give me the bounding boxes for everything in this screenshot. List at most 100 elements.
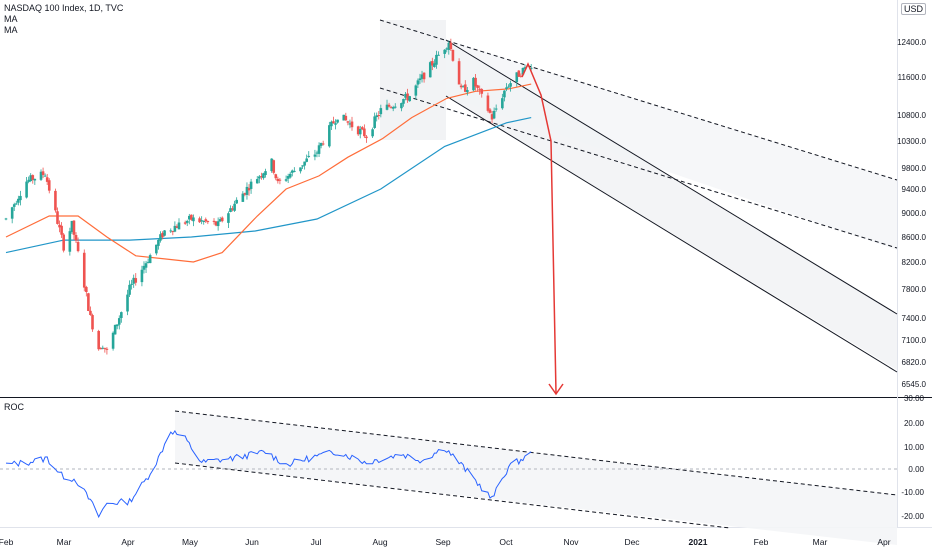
candle-body xyxy=(235,199,238,204)
main-legend: NASDAQ 100 Index, 1D, TVC MA MA xyxy=(4,3,123,36)
candle-body xyxy=(414,85,418,96)
roc-upper-dashed-line xyxy=(174,410,898,496)
candle-body xyxy=(157,239,160,246)
ma-fast-line xyxy=(5,83,532,263)
candle-body xyxy=(169,230,173,232)
candle-body xyxy=(490,114,494,120)
candle-body xyxy=(43,175,47,177)
candle-body xyxy=(472,77,475,91)
candle-body xyxy=(85,286,88,292)
candle-body xyxy=(10,207,14,219)
candle-body xyxy=(19,195,22,201)
candle-body xyxy=(220,217,224,222)
candle-body xyxy=(334,123,337,125)
candle-body xyxy=(82,252,86,288)
candle-body xyxy=(190,214,193,220)
candle-body xyxy=(206,221,210,223)
candle-body xyxy=(278,179,282,181)
candle-body xyxy=(14,203,18,205)
candle-body xyxy=(501,98,504,109)
candle-body xyxy=(99,348,103,350)
candle-body xyxy=(115,324,119,327)
candle-body xyxy=(313,154,317,157)
channel-fill-region xyxy=(380,20,446,140)
ma-fast-label[interactable]: MA xyxy=(4,14,18,24)
outer-channel-fill xyxy=(446,40,897,250)
candle-body xyxy=(299,167,302,172)
candle-body xyxy=(445,48,449,50)
currency-badge[interactable]: USD xyxy=(900,3,926,15)
candle-body xyxy=(391,107,395,109)
time-tick-label: Oct xyxy=(499,537,513,547)
candle-body xyxy=(447,42,451,50)
candle-body xyxy=(476,85,479,88)
time-tick-label: Feb xyxy=(754,537,769,547)
candle-body xyxy=(31,175,35,180)
upper-dashed-channel-line xyxy=(379,19,898,181)
candle-body xyxy=(404,93,407,98)
candle-body xyxy=(243,193,247,195)
candle-body xyxy=(41,171,45,175)
candle-body xyxy=(270,158,273,172)
candle-body xyxy=(173,225,177,232)
candle-body xyxy=(307,155,311,157)
candle-body xyxy=(461,86,465,88)
candle-body xyxy=(227,213,230,223)
candle-body xyxy=(507,86,510,88)
candle-body xyxy=(301,165,304,167)
candle-body xyxy=(212,220,216,222)
price-tick-label: 7100.0 xyxy=(902,336,927,345)
candle-body xyxy=(435,54,438,65)
candle-body xyxy=(328,125,331,147)
price-tick-label: 7400.0 xyxy=(902,314,927,323)
candle-body xyxy=(375,115,379,118)
candle-body xyxy=(161,232,164,238)
candle-body xyxy=(54,190,57,211)
candle-body xyxy=(70,220,74,233)
candle-body xyxy=(358,128,362,135)
roc-channel-fill xyxy=(175,411,897,545)
candle-body xyxy=(105,348,109,350)
candle-body xyxy=(305,158,308,162)
symbol-title[interactable]: NASDAQ 100 Index, 1D, TVC xyxy=(4,3,124,13)
candle-body xyxy=(474,77,477,87)
candle-body xyxy=(293,170,296,172)
ma-slow-line xyxy=(5,117,532,254)
candle-body xyxy=(216,221,220,227)
candle-body xyxy=(202,221,206,223)
candle-body xyxy=(140,269,144,283)
candle-body xyxy=(387,104,391,107)
candle-body xyxy=(74,235,78,241)
candle-body xyxy=(185,220,189,223)
candle-body xyxy=(214,221,218,226)
candle-body xyxy=(443,49,446,54)
candle-body xyxy=(163,230,166,236)
candle-body xyxy=(177,222,181,230)
candle-body xyxy=(416,80,420,85)
candle-body xyxy=(274,174,278,179)
candle-body xyxy=(27,179,30,182)
candle-body xyxy=(198,218,201,223)
candle-body xyxy=(175,226,179,228)
candle-body xyxy=(159,234,162,241)
candle-body xyxy=(505,87,508,89)
roc-legend[interactable]: ROC xyxy=(4,402,24,412)
candle-body xyxy=(12,204,16,207)
price-tick-label: 10300.0 xyxy=(897,137,926,146)
candle-body xyxy=(255,179,259,184)
candle-body xyxy=(144,263,148,268)
candle-body xyxy=(245,186,249,195)
candle-body xyxy=(29,175,33,182)
candle-body xyxy=(76,242,80,252)
projection-arrow-head xyxy=(548,383,564,396)
candle-body xyxy=(509,83,512,87)
time-tick-label: Jun xyxy=(245,537,259,547)
time-tick-label: 2021 xyxy=(689,537,708,547)
candle-body xyxy=(284,179,288,181)
ma-slow-label[interactable]: MA xyxy=(4,25,18,35)
candle-body xyxy=(183,222,187,224)
candle-body xyxy=(111,332,115,349)
time-tick-label: Nov xyxy=(563,537,579,547)
